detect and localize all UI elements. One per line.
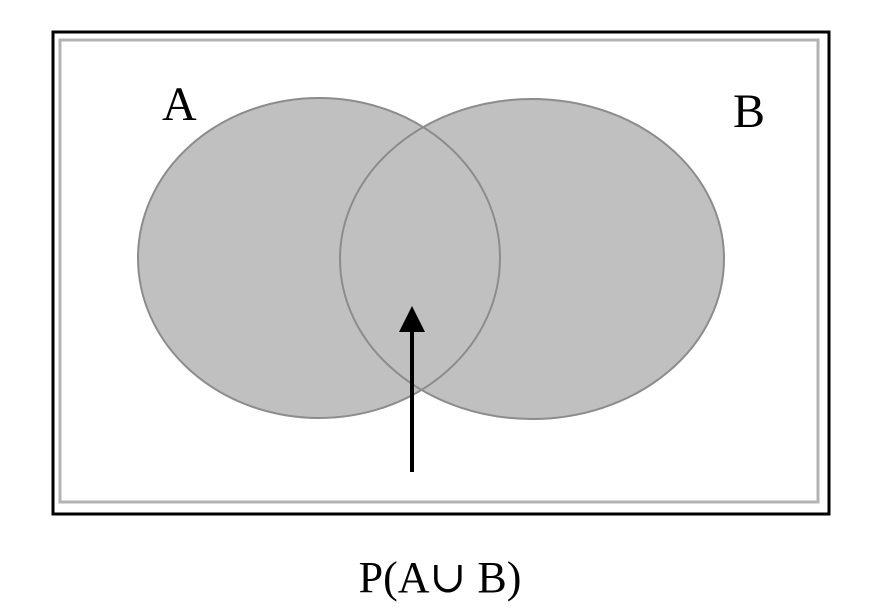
set-a-circle — [137, 97, 501, 419]
inner-frame — [58, 38, 820, 504]
union-caption: P(A∪ B) — [359, 553, 522, 602]
set-b-fill — [340, 99, 724, 419]
pointer-arrowhead — [399, 306, 425, 332]
set-b-circle — [339, 98, 725, 420]
set-b-label: B — [733, 85, 765, 138]
set-a-label: A — [162, 78, 197, 131]
union-region — [138, 98, 724, 419]
